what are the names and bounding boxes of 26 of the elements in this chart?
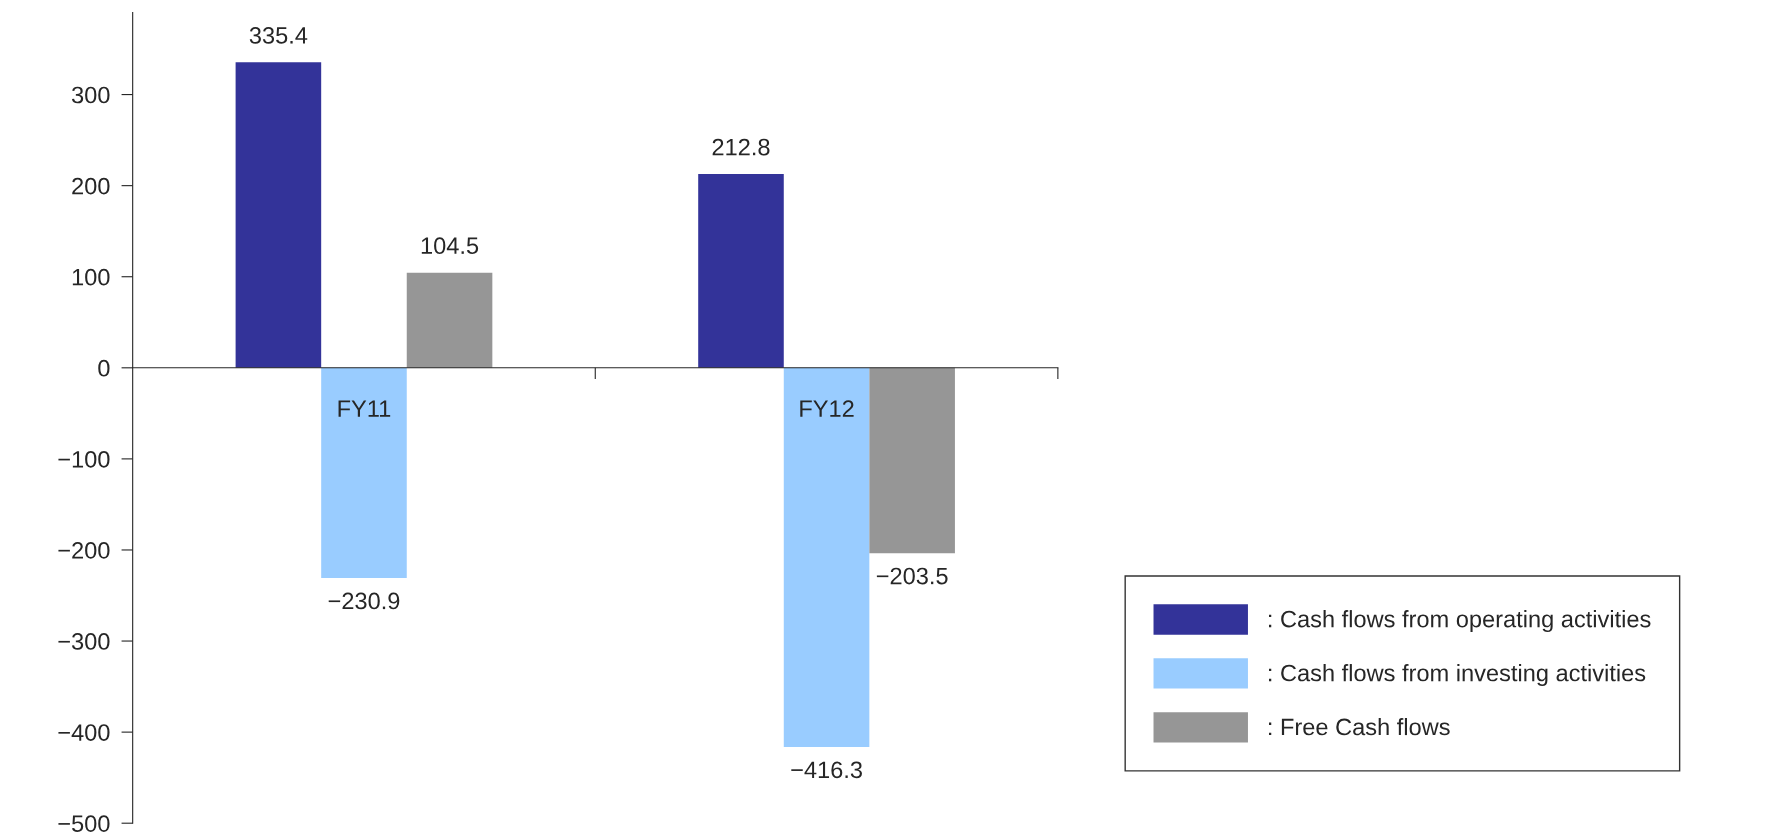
x-tick-label: FY12: [800, 400, 854, 417]
y-tick-label: −500: [58, 815, 110, 832]
data-label: −230.9: [328, 592, 400, 610]
data-label: 335.4: [249, 27, 308, 44]
data-label: 212.8: [712, 138, 770, 156]
bar: [698, 173, 784, 368]
y-tick-label: 100: [72, 268, 110, 286]
y-tick-label: 300: [71, 86, 110, 104]
y-tick-label: 200: [72, 177, 110, 195]
y-tick-label: −300: [58, 633, 110, 650]
legend-label: : Cash flows from investing activities: [1269, 664, 1646, 687]
bar: [235, 62, 322, 368]
y-tick-label: −100: [58, 450, 110, 468]
data-label: −203.5: [876, 567, 948, 585]
data-label: −416.3: [791, 761, 862, 779]
bar: [869, 367, 955, 554]
x-tick-label: FY11: [338, 400, 391, 417]
bar: [321, 367, 407, 579]
legend-label: : Free Cash flows: [1269, 717, 1450, 736]
bar: [406, 272, 493, 368]
bar: [783, 367, 870, 747]
legend-label: : Cash flows from operating activities: [1269, 610, 1651, 633]
data-label: 104.5: [421, 237, 479, 255]
y-tick-label: −400: [58, 724, 110, 741]
y-tick-label: 0: [98, 359, 110, 377]
y-tick-label: −200: [58, 542, 110, 559]
